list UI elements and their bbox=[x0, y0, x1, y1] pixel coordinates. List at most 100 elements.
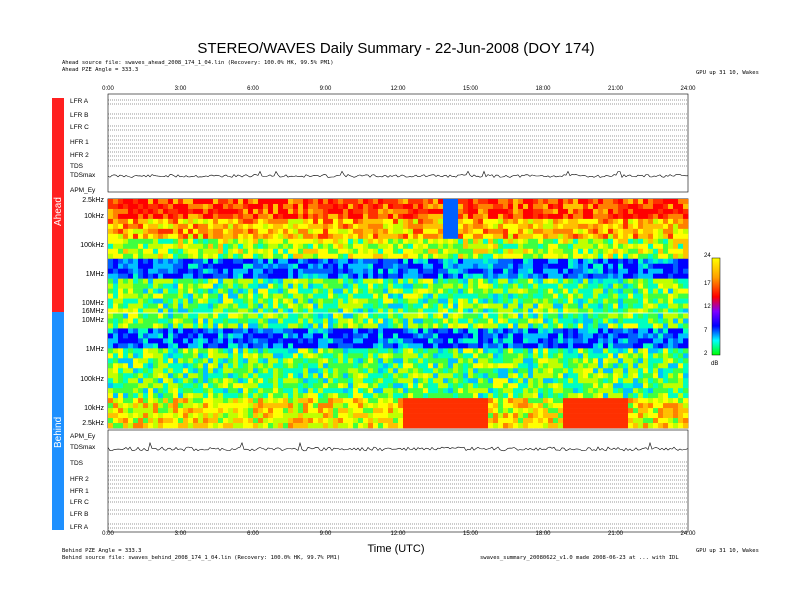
spectrogram-cell bbox=[243, 348, 249, 354]
spectrogram-cell bbox=[588, 393, 594, 399]
spectrogram-cell bbox=[633, 338, 639, 344]
spectrogram-cell bbox=[123, 373, 129, 379]
spectrogram-cell bbox=[488, 303, 494, 309]
spectrogram-cell bbox=[613, 343, 619, 349]
spectrogram-cell bbox=[398, 393, 404, 399]
spectrogram-cell bbox=[603, 298, 609, 304]
spectrogram-cell bbox=[638, 388, 644, 394]
spectrogram-cell bbox=[443, 228, 449, 235]
spectrogram-cell bbox=[658, 213, 664, 220]
spectrogram-cell bbox=[613, 228, 619, 235]
spectrogram-cell bbox=[453, 278, 459, 284]
spectrogram-cell bbox=[508, 293, 514, 299]
spectrogram-cell bbox=[593, 348, 599, 354]
spectrogram-cell bbox=[568, 403, 574, 409]
spectrogram-cell bbox=[613, 253, 619, 260]
spectrogram-cell bbox=[208, 348, 214, 354]
spectrogram-cell bbox=[183, 243, 189, 250]
spectrogram-cell bbox=[198, 373, 204, 379]
behind-lfr-c-label: LFR C bbox=[70, 499, 89, 506]
spectrogram-cell bbox=[183, 398, 189, 404]
spectrogram-cell bbox=[288, 223, 294, 230]
spectrogram-cell bbox=[263, 213, 269, 220]
spectrogram-cell bbox=[418, 403, 424, 409]
spectrogram-cell bbox=[448, 258, 454, 265]
spectrogram-cell bbox=[283, 398, 289, 404]
spectrogram-cell bbox=[253, 223, 259, 230]
spectrogram-cell bbox=[403, 253, 409, 260]
spectrogram-cell bbox=[178, 258, 184, 265]
spectrogram-cell bbox=[563, 298, 569, 304]
spectrogram-cell bbox=[113, 358, 119, 364]
spectrogram-cell bbox=[178, 358, 184, 364]
spectrogram-cell bbox=[218, 298, 224, 304]
spectrogram-cell bbox=[113, 223, 119, 230]
spectrogram-cell bbox=[118, 393, 124, 399]
spectrogram-cell bbox=[643, 388, 649, 394]
spectrogram-cell bbox=[653, 278, 659, 284]
spectrogram-cell bbox=[658, 308, 664, 314]
spectrogram-cell bbox=[498, 199, 504, 205]
spectrogram-cell bbox=[348, 393, 354, 399]
spectrogram-cell bbox=[333, 199, 339, 205]
spectrogram-cell bbox=[633, 298, 639, 304]
spectrogram-cell bbox=[278, 378, 284, 384]
spectrogram-cell bbox=[613, 323, 619, 329]
spectrogram-cell bbox=[288, 333, 294, 339]
spectrogram-cell bbox=[468, 253, 474, 260]
spectrogram-cell bbox=[118, 333, 124, 339]
spectrogram-cell bbox=[493, 323, 499, 329]
spectrogram-cell bbox=[343, 213, 349, 220]
spectrogram-cell bbox=[663, 293, 669, 299]
spectrogram-cell bbox=[398, 323, 404, 329]
spectrogram-cell bbox=[658, 293, 664, 299]
spectrogram-cell bbox=[498, 218, 504, 225]
spectrogram-cell bbox=[668, 333, 674, 339]
spectrogram-cell bbox=[638, 343, 644, 349]
spectrogram-cell bbox=[678, 228, 684, 235]
spectrogram-cell bbox=[108, 353, 114, 359]
spectrogram-cell bbox=[583, 223, 589, 230]
spectrogram-cell bbox=[518, 213, 524, 220]
spectrogram-cell bbox=[143, 368, 149, 374]
spectrogram-cell bbox=[638, 363, 644, 369]
spectrogram-cell bbox=[618, 253, 624, 260]
spectrogram-cell bbox=[188, 263, 194, 269]
spectrogram-cell bbox=[568, 263, 574, 269]
spectrogram-cell bbox=[428, 203, 434, 210]
spectrogram-cell bbox=[638, 253, 644, 260]
spectrogram-cell bbox=[658, 298, 664, 304]
spectrogram-cell bbox=[643, 223, 649, 230]
spectrogram-cell bbox=[493, 313, 499, 319]
spectrogram-cell bbox=[173, 358, 179, 364]
spectrogram-cell bbox=[158, 233, 164, 240]
spectrogram-cell bbox=[123, 238, 129, 245]
spectrogram-cell bbox=[633, 373, 639, 379]
spectrogram-cell bbox=[298, 373, 304, 379]
spectrogram-cell bbox=[248, 248, 254, 255]
time-tick: 9:00 bbox=[319, 531, 332, 537]
spectrogram-cell bbox=[493, 213, 499, 220]
spectrogram-cell bbox=[138, 358, 144, 364]
spectrogram-cell bbox=[358, 258, 364, 265]
spectrogram-cell bbox=[633, 368, 639, 374]
spectrogram-cell bbox=[158, 248, 164, 255]
spectrogram-cell bbox=[643, 203, 649, 210]
spectrogram-cell bbox=[653, 233, 659, 240]
spectrogram-cell bbox=[318, 273, 324, 279]
spectrogram-cell bbox=[673, 353, 679, 359]
spectrogram-cell bbox=[398, 243, 404, 250]
spectrogram-cell bbox=[233, 258, 239, 265]
spectrogram-cell bbox=[418, 378, 424, 384]
spectrogram-cell bbox=[563, 308, 569, 314]
spectrogram-cell bbox=[483, 403, 489, 409]
spectrogram-cell bbox=[113, 203, 119, 210]
spectrogram-cell bbox=[468, 388, 474, 394]
spectrogram-cell bbox=[523, 228, 529, 235]
spectrogram-cell bbox=[683, 223, 689, 230]
spectrogram-cell bbox=[263, 338, 269, 344]
spectrogram-cell bbox=[538, 293, 544, 299]
spectrogram-cell bbox=[538, 288, 544, 294]
spectrogram-cell bbox=[388, 238, 394, 245]
spectrogram-cell bbox=[283, 368, 289, 374]
